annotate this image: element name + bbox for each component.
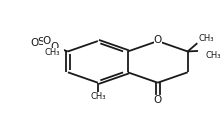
Text: O: O xyxy=(154,35,162,45)
Text: CH₃: CH₃ xyxy=(45,48,60,57)
Text: O: O xyxy=(30,38,38,48)
Text: O: O xyxy=(43,36,51,46)
Text: CH₃: CH₃ xyxy=(206,51,220,60)
Text: O: O xyxy=(51,42,59,52)
Text: O: O xyxy=(154,95,162,105)
Text: S: S xyxy=(37,37,44,47)
Text: CH₃: CH₃ xyxy=(90,92,106,101)
Text: CH₃: CH₃ xyxy=(198,34,214,43)
